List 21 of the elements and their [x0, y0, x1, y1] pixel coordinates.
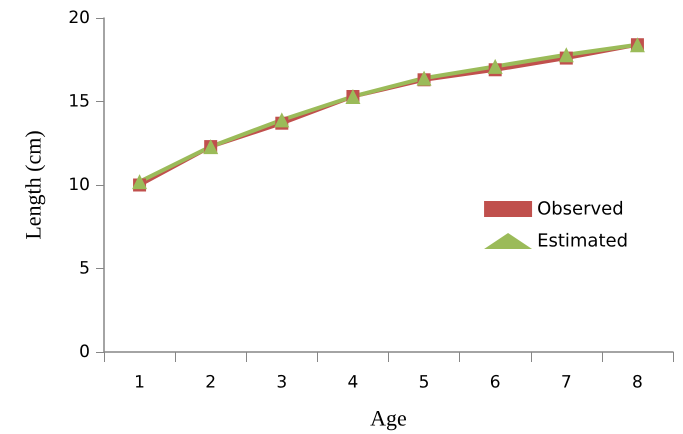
y-axis-title: Length (cm) — [20, 130, 46, 240]
point — [558, 47, 574, 62]
y-tick-label: 15 — [68, 92, 90, 112]
x-tick-label: 4 — [348, 372, 358, 392]
x-tick-label: 1 — [134, 372, 145, 392]
x-tick-label: 5 — [418, 372, 430, 392]
y-tick-label: 10 — [68, 175, 90, 195]
x-tick-label: 8 — [632, 372, 643, 392]
point — [274, 112, 290, 128]
x-tick-label: 3 — [276, 372, 288, 392]
x-tick-label: 2 — [205, 372, 216, 392]
y-tick-label: 5 — [79, 258, 90, 278]
legend-label: Estimated — [537, 230, 628, 252]
y-tick-label: 0 — [79, 342, 90, 362]
x-tick-label: 6 — [490, 372, 501, 392]
point — [488, 58, 503, 74]
x-axis-title: Age — [370, 406, 407, 430]
x-tick-label: 7 — [560, 372, 572, 392]
legend-label: Observed — [537, 198, 624, 220]
point — [132, 174, 148, 190]
y-tick-label: 20 — [68, 8, 90, 28]
